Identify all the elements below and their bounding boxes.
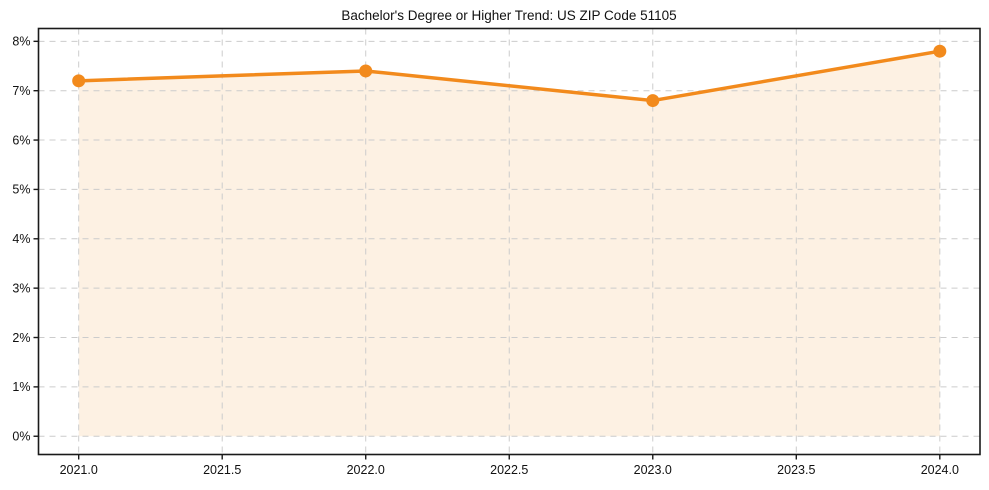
data-point-marker [359, 64, 373, 78]
trend-line-layer [72, 44, 947, 108]
y-tick-label: 0% [12, 430, 30, 444]
y-tick-label: 7% [12, 84, 30, 98]
x-tick-label: 2021.5 [203, 463, 241, 477]
y-tick-label: 5% [12, 183, 30, 197]
y-tick-label: 1% [12, 380, 30, 394]
area-fill [78, 51, 940, 437]
y-tick-label: 8% [12, 35, 30, 49]
gridlines-layer [38, 28, 980, 455]
x-tick-label: 2023.0 [634, 463, 672, 477]
chart-title: Bachelor's Degree or Higher Trend: US ZI… [341, 8, 676, 23]
x-tick-label: 2023.5 [777, 463, 815, 477]
y-tick-label: 2% [12, 331, 30, 345]
x-tick-label: 2021.0 [60, 463, 98, 477]
area-fill-layer [78, 51, 940, 437]
y-tick-label: 6% [12, 133, 30, 147]
x-tick-label: 2022.5 [490, 463, 528, 477]
data-point-marker [646, 94, 660, 108]
y-tick-label: 4% [12, 232, 30, 246]
trend-line [76, 49, 942, 103]
data-point-marker [72, 74, 86, 88]
axes-layer: 2021.0 2021.5 2022.0 2022.5 2023.0 2023.5 2024… [12, 27, 981, 477]
data-point-marker [933, 44, 947, 58]
x-tick-label: 2022.0 [347, 463, 385, 477]
x-tick-label: 2024.0 [921, 463, 959, 477]
y-tick-label: 3% [12, 281, 30, 295]
